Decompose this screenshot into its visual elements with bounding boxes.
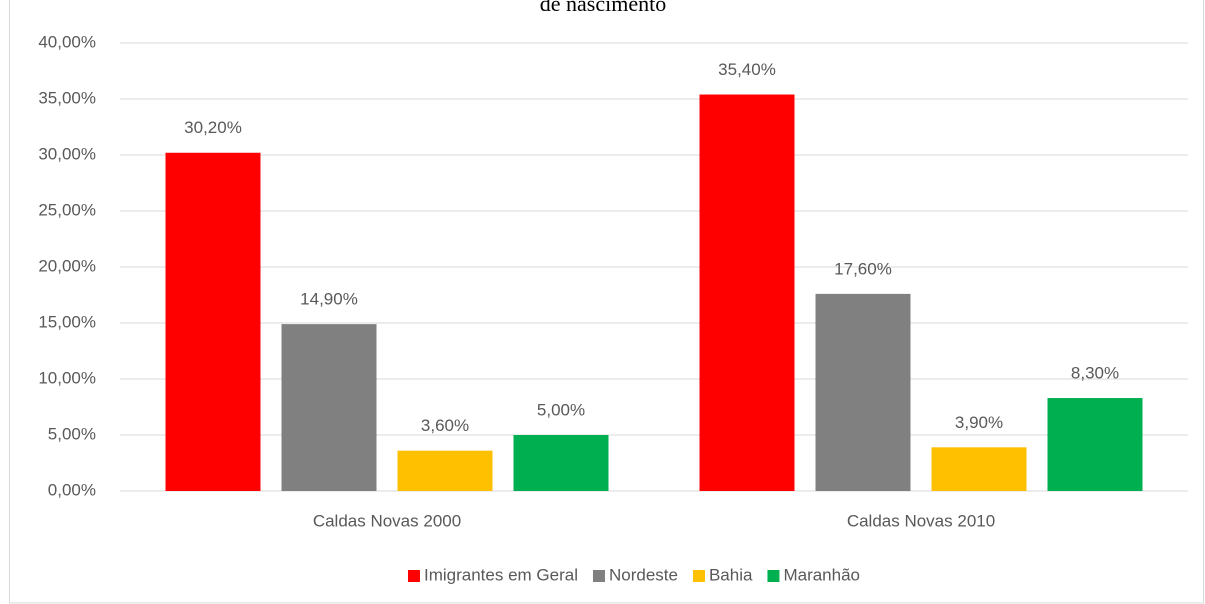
y-tick-label: 15,00%: [38, 312, 96, 331]
bar: [397, 450, 493, 491]
legend-item: Maranhão: [767, 565, 860, 584]
chart-title: de nascimento: [540, 0, 666, 16]
y-tick-label: 25,00%: [38, 200, 96, 219]
legend-swatch: [592, 570, 605, 582]
chart-border: [9, 0, 1204, 604]
y-tick-label: 20,00%: [38, 256, 96, 275]
legend-item: Nordeste: [592, 565, 678, 584]
value-label: 30,20%: [184, 118, 242, 137]
bar: [815, 293, 911, 491]
bar: [281, 324, 377, 491]
value-label: 3,90%: [955, 413, 1003, 432]
legend-swatch: [407, 570, 420, 582]
y-tick-label: 0,00%: [48, 480, 96, 499]
value-label: 17,60%: [834, 259, 892, 278]
bar: [699, 94, 795, 492]
legend-item: Imigrantes em Geral: [407, 565, 578, 584]
value-label: 8,30%: [1071, 364, 1119, 383]
x-tick-label: Caldas Novas 2010: [847, 511, 995, 530]
y-tick-label: 5,00%: [48, 424, 96, 443]
value-label: 35,40%: [718, 60, 776, 79]
bar: [165, 152, 261, 491]
legend-label: Bahia: [709, 565, 753, 584]
value-label: 5,00%: [537, 400, 585, 419]
bar: [513, 435, 609, 491]
y-tick-label: 40,00%: [38, 32, 96, 51]
y-tick-label: 30,00%: [38, 144, 96, 163]
y-tick-label: 35,00%: [38, 88, 96, 107]
legend-swatch: [767, 570, 780, 582]
legend-swatch: [692, 570, 705, 582]
legend-label: Imigrantes em Geral: [424, 565, 578, 584]
legend-label: Maranhão: [783, 565, 860, 584]
y-tick-label: 10,00%: [38, 368, 96, 387]
value-label: 3,60%: [421, 416, 469, 435]
x-tick-label: Caldas Novas 2000: [313, 511, 461, 530]
bar: [1047, 398, 1143, 491]
legend-label: Nordeste: [609, 565, 678, 584]
bar: [931, 447, 1027, 491]
legend-item: Bahia: [692, 565, 753, 584]
value-label: 14,90%: [300, 290, 358, 309]
